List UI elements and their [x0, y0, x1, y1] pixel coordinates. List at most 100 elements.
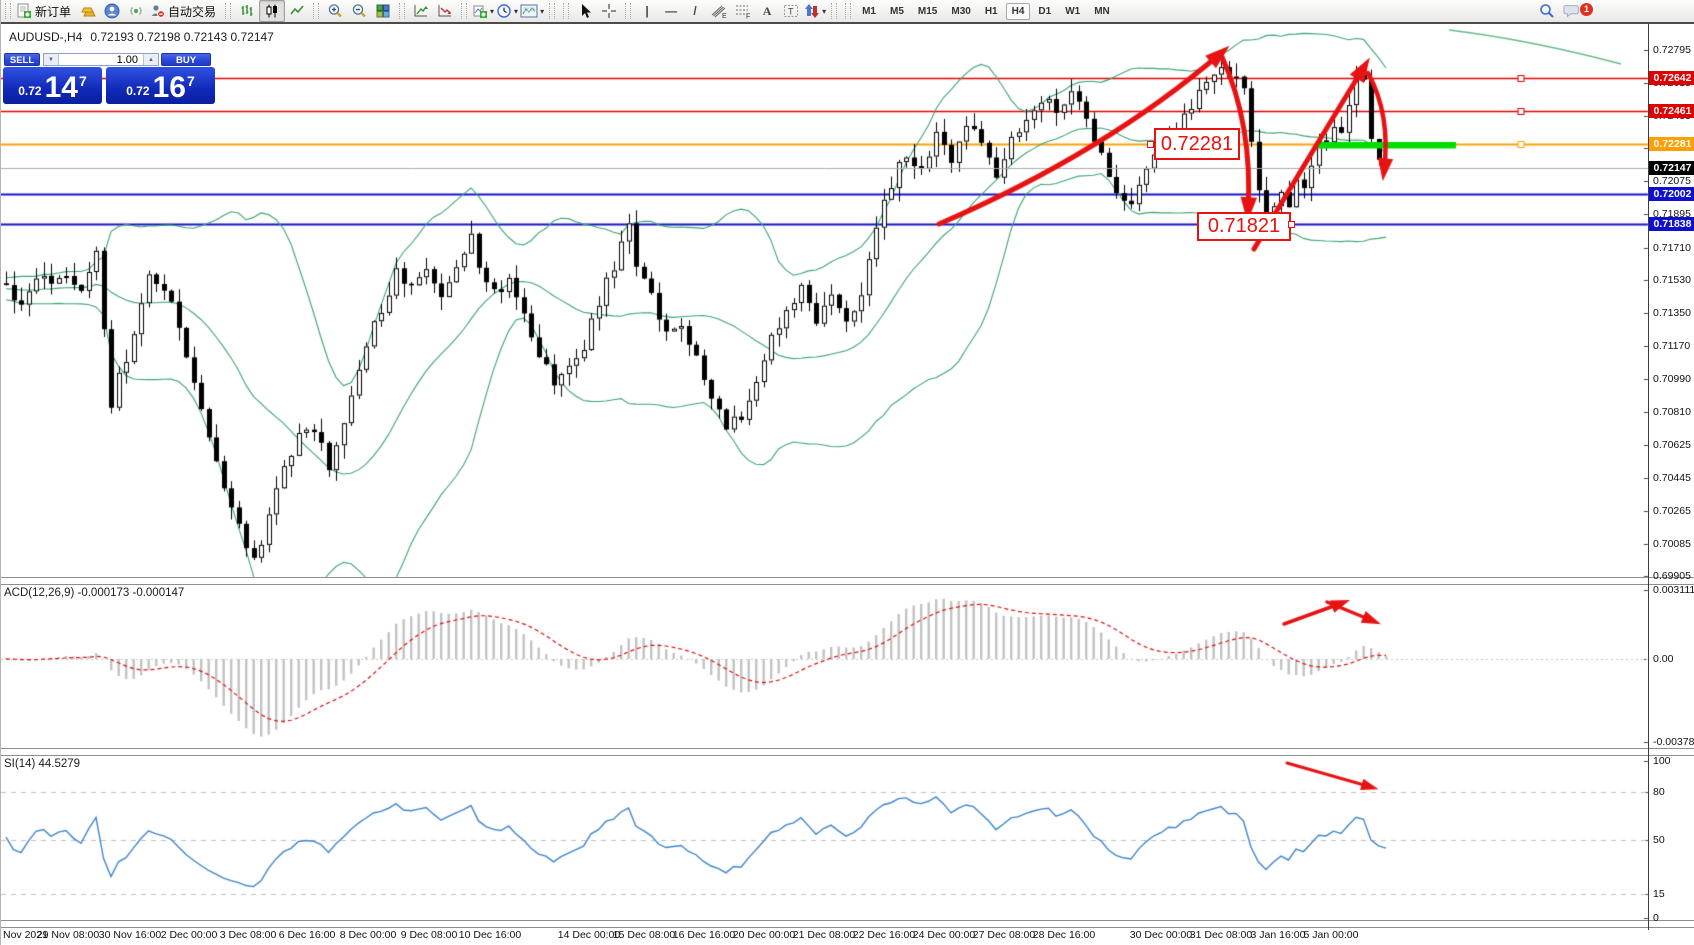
notifications-button[interactable]: 1	[1563, 3, 1593, 19]
line-chart-button[interactable]	[285, 1, 309, 21]
vertical-line-icon: |	[645, 4, 649, 18]
price-axis[interactable]	[1648, 24, 1649, 930]
time-label: 24 Dec 00:00	[912, 929, 976, 941]
price-tick-0.71350: 0.71350	[1653, 307, 1691, 320]
price-tick-0.72075: 0.72075	[1653, 175, 1691, 188]
timeframe-H4[interactable]: H4	[1005, 2, 1031, 20]
trendline-tool[interactable]: /	[683, 1, 707, 21]
chart-arrow-down-icon	[437, 3, 454, 19]
price-tick-0.70265: 0.70265	[1653, 504, 1691, 517]
time-label: 14 Dec 00:00	[557, 929, 621, 941]
text-label-icon: T	[783, 3, 799, 19]
toolbar-grip[interactable]	[5, 3, 11, 19]
toolbar: 新订单 自动交易	[1, 0, 1694, 23]
macd-axis-0.00: 0.00	[1653, 653, 1674, 665]
toolbar-grip[interactable]	[625, 3, 632, 19]
timeframe-W1[interactable]: W1	[1065, 5, 1081, 17]
text-a-icon: A	[762, 3, 772, 18]
one-click-trading-panel: SELL ▼ 1.00 ▲ BUY 0.72 14 7 0.72 16 7	[3, 46, 215, 104]
svg-text:E: E	[722, 13, 727, 19]
autotrade-icon	[149, 3, 165, 19]
pane-separator[interactable]	[1, 920, 1694, 928]
time-label: 8 Dec 00:00	[339, 929, 397, 941]
price-tick-0.71895: 0.71895	[1653, 207, 1691, 220]
sell-price-prefix: 0.72	[18, 84, 42, 98]
price-badge-0.72281: 0.72281	[1649, 136, 1694, 151]
fibonacci-tool[interactable]: F	[731, 1, 755, 21]
timeframe-M15[interactable]: M15	[917, 5, 938, 17]
search-icon[interactable]	[1539, 3, 1555, 19]
annotation-price-label[interactable]: 0.71821	[1197, 212, 1291, 241]
toolbar-grip[interactable]	[549, 3, 556, 19]
indicators-button[interactable]: ▾	[471, 1, 495, 21]
price-tick-0.70625: 0.70625	[1653, 439, 1691, 452]
timeframe-M1[interactable]: M1	[862, 5, 876, 17]
line-chart-icon	[289, 3, 305, 19]
toolbar-grip[interactable]	[563, 3, 570, 19]
buy-price-display[interactable]: 0.72 16 7	[106, 67, 215, 104]
channel-tool[interactable]: E	[707, 1, 731, 21]
volume-value[interactable]: 1.00	[116, 54, 138, 66]
volume-stepper: ▼ 1.00 ▲	[43, 53, 159, 66]
vertical-line-tool[interactable]: |	[635, 1, 659, 21]
new-chart-button[interactable]	[409, 1, 433, 21]
timeframe-H1[interactable]: H1	[984, 5, 998, 17]
rsi-label: SI(14) 44.5279	[4, 758, 81, 770]
crosshair-tool-button[interactable]	[597, 1, 621, 21]
text-tool[interactable]: A	[755, 1, 779, 21]
candlestick-chart-button[interactable]	[259, 0, 286, 22]
chart-profile-button[interactable]	[433, 1, 457, 21]
price-tick-0.69905: 0.69905	[1653, 570, 1691, 583]
timeframe-M30[interactable]: M30	[951, 5, 971, 17]
timeframe-MN[interactable]: MN	[1094, 5, 1110, 17]
bar-chart-icon	[239, 3, 255, 19]
price-tick-0.70085: 0.70085	[1653, 537, 1691, 550]
periods-button[interactable]: ▾	[495, 1, 519, 21]
toolbar-grip[interactable]	[831, 3, 838, 19]
toolbar-grip[interactable]	[461, 3, 468, 19]
volume-up-button[interactable]: ▲	[143, 54, 158, 65]
timeframe-D1[interactable]: D1	[1038, 5, 1052, 17]
buy-button[interactable]: BUY	[161, 53, 211, 66]
pane-separator[interactable]	[1, 577, 1694, 585]
sell-button[interactable]: SELL	[4, 53, 40, 66]
toolbar-grip[interactable]	[399, 3, 406, 19]
price-tick-0.71530: 0.71530	[1653, 274, 1691, 287]
time-label: 30 Dec 00:00	[1129, 929, 1193, 941]
time-label: Nov 2021	[3, 929, 48, 941]
bar-chart-button[interactable]	[235, 1, 259, 21]
macd-axis-0.003111: 0.003111	[1653, 584, 1694, 597]
timeframe-M5[interactable]: M5	[890, 5, 904, 17]
time-label: 16 Dec 16:00	[672, 929, 736, 941]
pane-separator[interactable]	[1, 748, 1694, 756]
volume-down-button[interactable]: ▼	[44, 54, 59, 65]
new-order-label: 新订单	[35, 4, 72, 19]
zoom-in-button[interactable]	[323, 1, 347, 21]
community-button[interactable]	[100, 1, 124, 21]
toolbar-right-icons: 1	[1539, 0, 1593, 22]
annotation-price-label[interactable]: 0.72281	[1154, 128, 1240, 160]
new-order-button[interactable]: 新订单	[15, 1, 76, 21]
text-label-tool[interactable]: T	[779, 1, 803, 21]
tile-windows-button[interactable]	[371, 1, 395, 21]
toolbar-grip[interactable]	[225, 3, 232, 19]
toolbar-grip[interactable]	[845, 3, 852, 19]
autotrade-button[interactable]: 自动交易	[148, 1, 221, 21]
zoom-out-button[interactable]	[347, 1, 371, 21]
signals-button[interactable]	[124, 1, 148, 21]
gold-ingot-icon	[80, 4, 97, 19]
mql5-gold-button[interactable]	[76, 1, 100, 21]
horizontal-line-tool[interactable]: —	[659, 1, 683, 21]
equidistant-channel-icon: E	[710, 3, 728, 19]
sell-price-display[interactable]: 0.72 14 7	[3, 67, 102, 104]
time-label: 10 Dec 16:00	[458, 929, 522, 941]
arrows-tool[interactable]: ▾	[803, 1, 827, 21]
price-tick-0.72795: 0.72795	[1653, 44, 1691, 57]
buy-price-point: 7	[186, 73, 195, 89]
add-indicator-icon	[472, 3, 488, 19]
templates-button[interactable]: ▾	[519, 1, 545, 21]
rsi-axis-0: 0	[1653, 912, 1659, 924]
toolbar-grip[interactable]	[313, 3, 320, 19]
cursor-tool-button[interactable]	[573, 1, 597, 21]
